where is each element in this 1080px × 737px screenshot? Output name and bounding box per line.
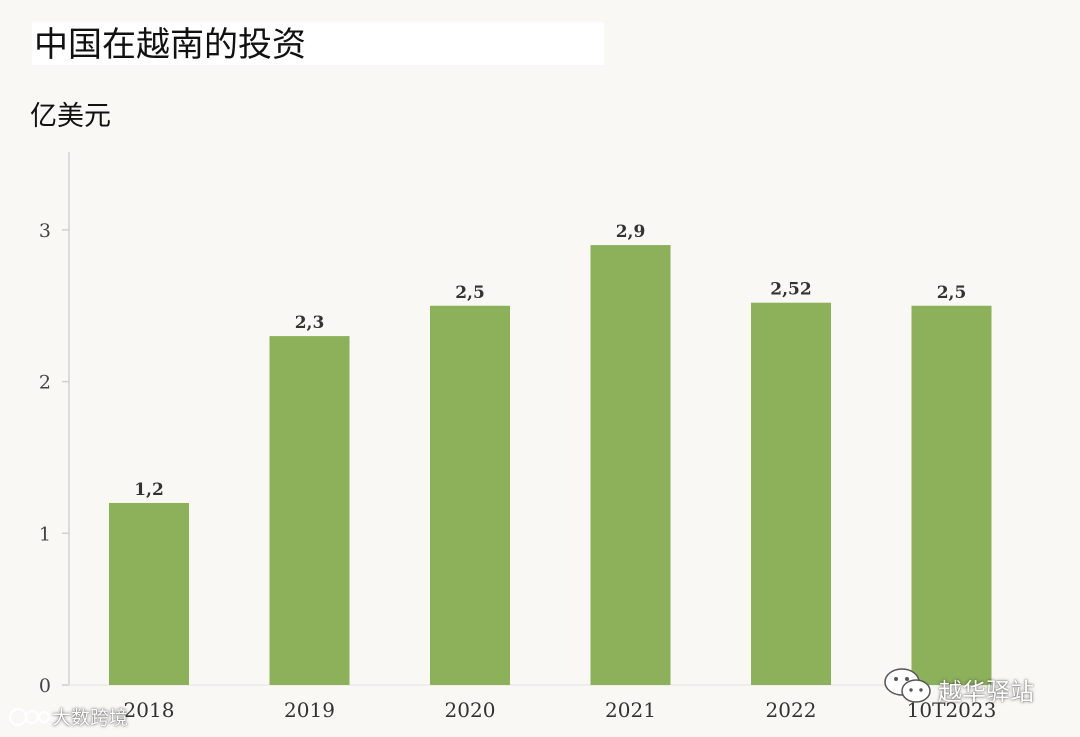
- watermark-logo-icon: [8, 707, 51, 727]
- y-tick-label: 2: [39, 372, 51, 394]
- data-label: 2,52: [770, 280, 811, 300]
- y-tick-label: 0: [39, 675, 51, 697]
- x-tick-label: 2022: [766, 698, 817, 722]
- x-axis-ticks: 2018 2019 2020 2021 2022 10T2023: [124, 698, 997, 722]
- x-tick-label: 2020: [445, 698, 496, 722]
- data-label: 1,2: [134, 480, 164, 500]
- chart-title: 中国在越南的投资: [34, 25, 306, 65]
- data-label: 2,5: [455, 283, 485, 303]
- wechat-icon: [884, 668, 931, 703]
- bar-10T2023: [911, 305, 992, 685]
- y-tick-label: 1: [39, 523, 51, 545]
- data-label: 2,5: [937, 283, 967, 303]
- data-label: 2,9: [616, 222, 646, 242]
- x-tick-label: 2019: [284, 698, 335, 722]
- watermark-right-text: 越华驿站: [938, 678, 1034, 706]
- y-tick-label: 3: [39, 220, 51, 242]
- x-tick-label: 10T2023: [907, 698, 997, 722]
- bar-2019: [269, 336, 350, 685]
- bar-2020: [430, 305, 510, 685]
- data-labels: 1,2 2,3 2,5 2,9 2,52 2,5: [134, 222, 966, 500]
- bar-series: [109, 245, 992, 685]
- x-tick-label: 2021: [605, 698, 656, 722]
- y-axis-unit-label: 亿美元: [30, 101, 111, 132]
- watermark-left-text: 大数跨境: [52, 707, 129, 729]
- y-axis-ticks: 0 1 2 3: [39, 220, 69, 697]
- title-background: [32, 22, 604, 65]
- bar-2021: [590, 245, 671, 685]
- bar-2022: [751, 302, 831, 685]
- data-label: 2,3: [295, 313, 325, 333]
- bar-2018: [109, 502, 189, 685]
- x-tick-label: 2018: [124, 698, 175, 722]
